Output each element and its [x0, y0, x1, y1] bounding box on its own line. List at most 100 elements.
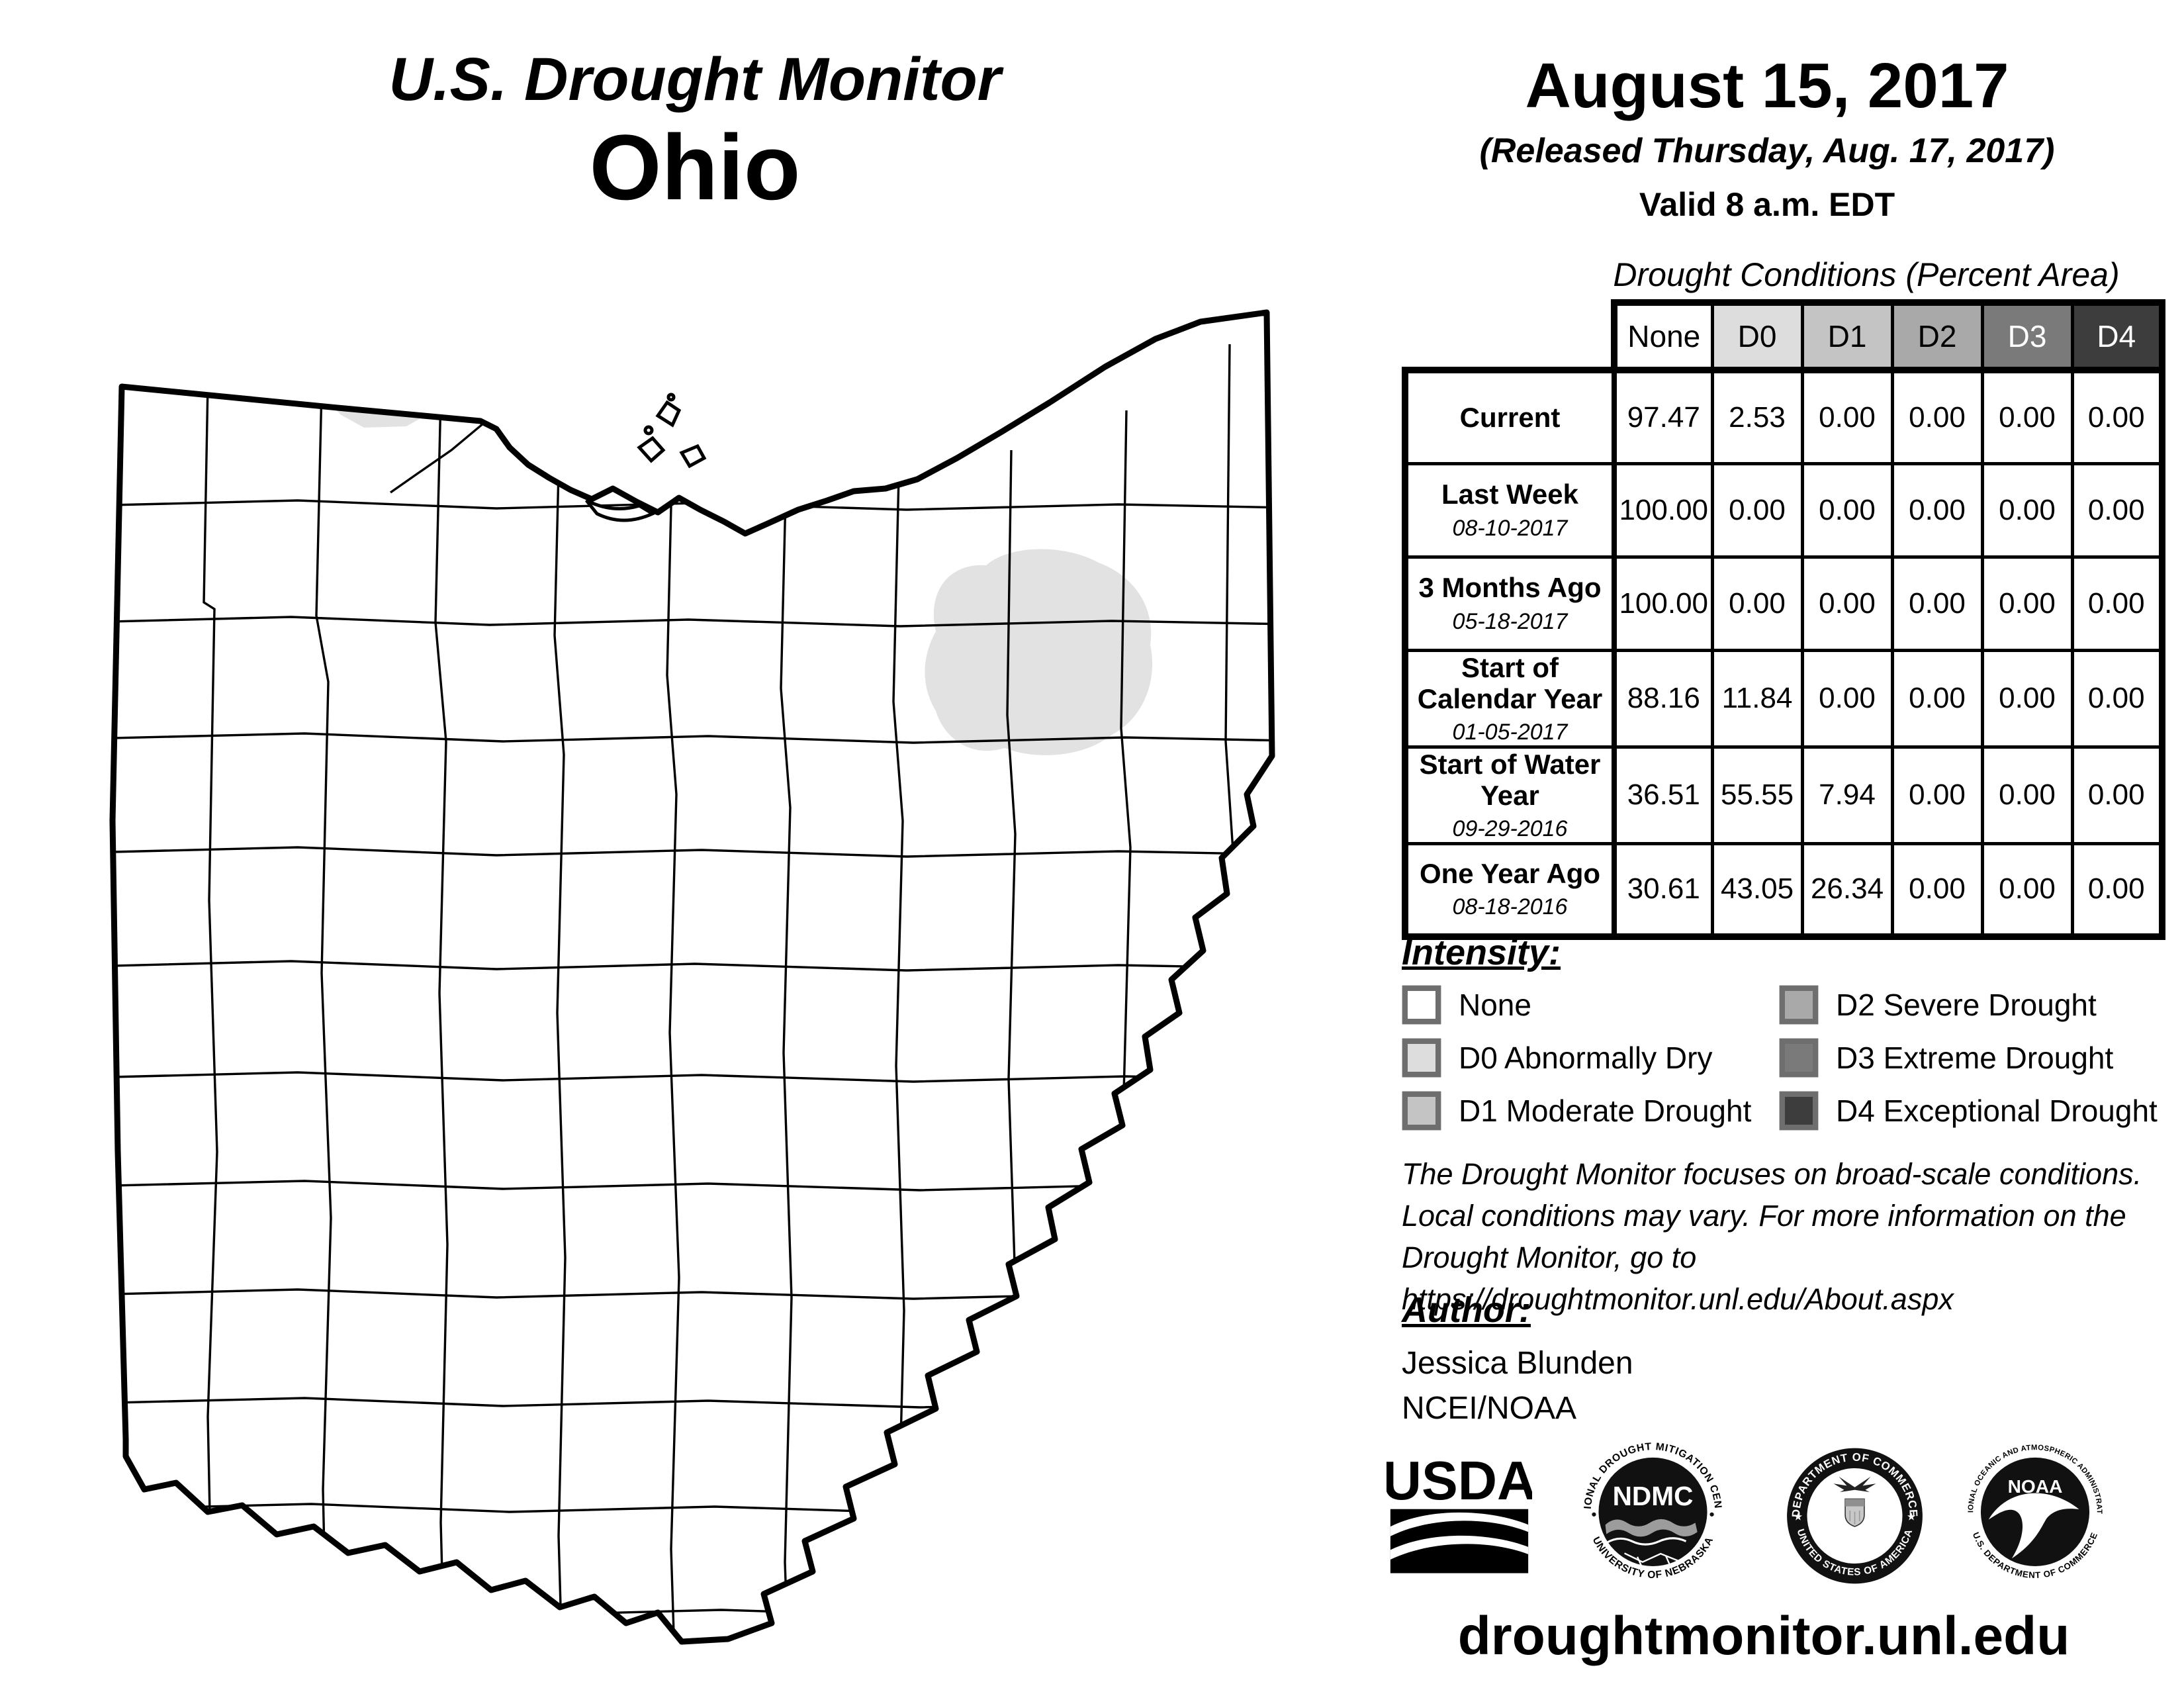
seagull-icon [1988, 1493, 2079, 1559]
table-cell: 0.00 [1890, 648, 1984, 749]
svg-text:USDA: USDA [1387, 1451, 1532, 1511]
table-cell: 0.00 [1980, 648, 2074, 749]
legend-item-d0: D0 Abnormally Dry [1402, 1038, 1751, 1078]
legend-item-d1: D1 Moderate Drought [1402, 1091, 1751, 1131]
table-cell: 88.16 [1612, 648, 1714, 749]
d0-area-northeast [925, 549, 1153, 755]
d2-swatch-icon [1779, 985, 1819, 1025]
star-icon: ★ [1907, 1511, 1916, 1523]
col-header-none: None [1611, 299, 1714, 373]
region-title: Ohio [589, 115, 801, 219]
table-row: One Year Ago 08-18-2016 30.61 43.05 26.3… [1402, 841, 2165, 941]
table-cell: 2.53 [1710, 368, 1804, 465]
col-header-d4: D4 [2070, 299, 2165, 373]
table-cell: 11.84 [1710, 648, 1804, 749]
table-cell: 0.00 [1800, 461, 1894, 559]
author-heading: Author: [1402, 1290, 1531, 1330]
table-cell: 0.00 [1710, 555, 1804, 652]
star-icon: ★ [1794, 1511, 1803, 1523]
released-date: (Released Thursday, Aug. 17, 2017) [1479, 132, 2055, 170]
conditions-table: None D0 D1 D2 D3 D4 Current 97.47 2.53 0… [1402, 299, 2165, 941]
col-header-d1: D1 [1800, 299, 1894, 373]
table-cell: 100.00 [1612, 555, 1714, 652]
author-name: Jessica Blunden [1402, 1346, 1633, 1381]
ohio-county-map [109, 309, 1275, 1645]
table-row: Start of Calendar Year 01-05-2017 88.16 … [1402, 648, 2165, 749]
table-row: Current 97.47 2.53 0.00 0.00 0.00 0.00 [1402, 367, 2165, 465]
table-cell: 100.00 [1612, 461, 1714, 559]
table-cell: 0.00 [2070, 461, 2165, 559]
valid-time: Valid 8 a.m. EDT [1639, 186, 1895, 223]
lake-erie-islands [585, 393, 707, 522]
legend-column-right: D2 Severe Drought D3 Extreme Drought D4 … [1779, 985, 2158, 1144]
table-cell: 0.00 [2070, 745, 2165, 845]
author-org: NCEI/NOAA [1402, 1391, 1577, 1426]
legend-item-d2: D2 Severe Drought [1779, 985, 2158, 1025]
table-cell: 0.00 [1890, 555, 1984, 652]
table-title: Drought Conditions (Percent Area) [1613, 256, 2120, 293]
table-cell: 0.00 [1980, 461, 2074, 559]
intensity-heading: Intensity: [1402, 933, 1561, 972]
table-cell: 0.00 [2070, 368, 2165, 465]
table-cell: 0.00 [2070, 648, 2165, 749]
svg-text:NOAA: NOAA [2008, 1476, 2063, 1497]
row-label: Last Week 08-10-2017 [1402, 461, 1617, 559]
table-header-row: None D0 D1 D2 D3 D4 [1405, 299, 2165, 373]
page-title: U.S. Drought Monitor [388, 46, 1001, 113]
d0-swatch-icon [1402, 1038, 1441, 1078]
table-cell: 0.00 [1890, 841, 1984, 941]
corner-cell [1405, 303, 1614, 370]
table-cell: 30.61 [1612, 841, 1714, 941]
title-block: U.S. Drought Monitor Ohio [159, 48, 1231, 214]
eagle-icon [1833, 1476, 1876, 1492]
table-cell: 0.00 [1980, 841, 2074, 941]
table-cell: 36.51 [1612, 745, 1714, 845]
footer-url: droughtmonitor.unl.edu [1457, 1606, 2070, 1666]
table-cell: 0.00 [1890, 745, 1984, 845]
commerce-seal: DEPARTMENT OF COMMERCE UNITED STATES OF … [1787, 1448, 1923, 1584]
d1-swatch-icon [1402, 1091, 1441, 1131]
table-cell: 55.55 [1710, 745, 1804, 845]
table-row: Last Week 08-10-2017 100.00 0.00 0.00 0.… [1402, 461, 2165, 559]
d3-swatch-icon [1779, 1038, 1819, 1078]
row-label: One Year Ago 08-18-2016 [1402, 841, 1617, 941]
table-cell: 0.00 [2070, 555, 2165, 652]
svg-text:NDMC: NDMC [1613, 1481, 1694, 1511]
ndmc-logo: NATIONAL DROUGHT MITIGATION CENTER UNIVE… [1575, 1427, 1723, 1581]
table-cell: 0.00 [2070, 841, 2165, 941]
noaa-logo: NATIONAL OCEANIC AND ATMOSPHERIC ADMINIS… [1956, 1427, 2103, 1580]
none-swatch-icon [1402, 985, 1441, 1025]
table-cell: 43.05 [1710, 841, 1804, 941]
table-row: 3 Months Ago 05-18-2017 100.00 0.00 0.00… [1402, 555, 2165, 652]
table-cell: 0.00 [1980, 745, 2074, 845]
table-cell: 0.00 [1800, 555, 1894, 652]
legend-item-d3: D3 Extreme Drought [1779, 1038, 2158, 1078]
table-row: Start of Water Year 09-29-2016 36.51 55.… [1402, 745, 2165, 845]
state-outline [109, 309, 1275, 1645]
table-cell: 0.00 [1890, 461, 1984, 559]
disclaimer-text: The Drought Monitor focuses on broad-sca… [1402, 1157, 2142, 1316]
report-date: August 15, 2017 [1525, 50, 2009, 121]
usda-logo: USDA [1387, 1451, 1532, 1573]
row-label: 3 Months Ago 05-18-2017 [1402, 555, 1617, 652]
col-header-d3: D3 [1980, 299, 2074, 373]
row-label: Start of Calendar Year 01-05-2017 [1402, 648, 1617, 749]
legend-item-none: None [1402, 985, 1751, 1025]
d4-swatch-icon [1779, 1091, 1819, 1131]
row-label: Start of Water Year 09-29-2016 [1402, 745, 1617, 845]
date-block: August 15, 2017 (Released Thursday, Aug.… [1400, 50, 2134, 223]
legend-item-d4: D4 Exceptional Drought [1779, 1091, 2158, 1131]
legend-column-left: None D0 Abnormally Dry D1 Moderate Droug… [1402, 985, 1751, 1144]
table-cell: 0.00 [1710, 461, 1804, 559]
table-cell: 7.94 [1800, 745, 1894, 845]
table-cell: 0.00 [1890, 368, 1984, 465]
row-label: Current [1402, 367, 1617, 465]
table-cell: 0.00 [1980, 555, 2074, 652]
col-header-d2: D2 [1890, 299, 1984, 373]
table-cell: 26.34 [1800, 841, 1894, 941]
table-cell: 0.00 [1980, 368, 2074, 465]
table-cell: 0.00 [1800, 648, 1894, 749]
col-header-d0: D0 [1710, 299, 1804, 373]
table-cell: 97.47 [1612, 368, 1714, 465]
